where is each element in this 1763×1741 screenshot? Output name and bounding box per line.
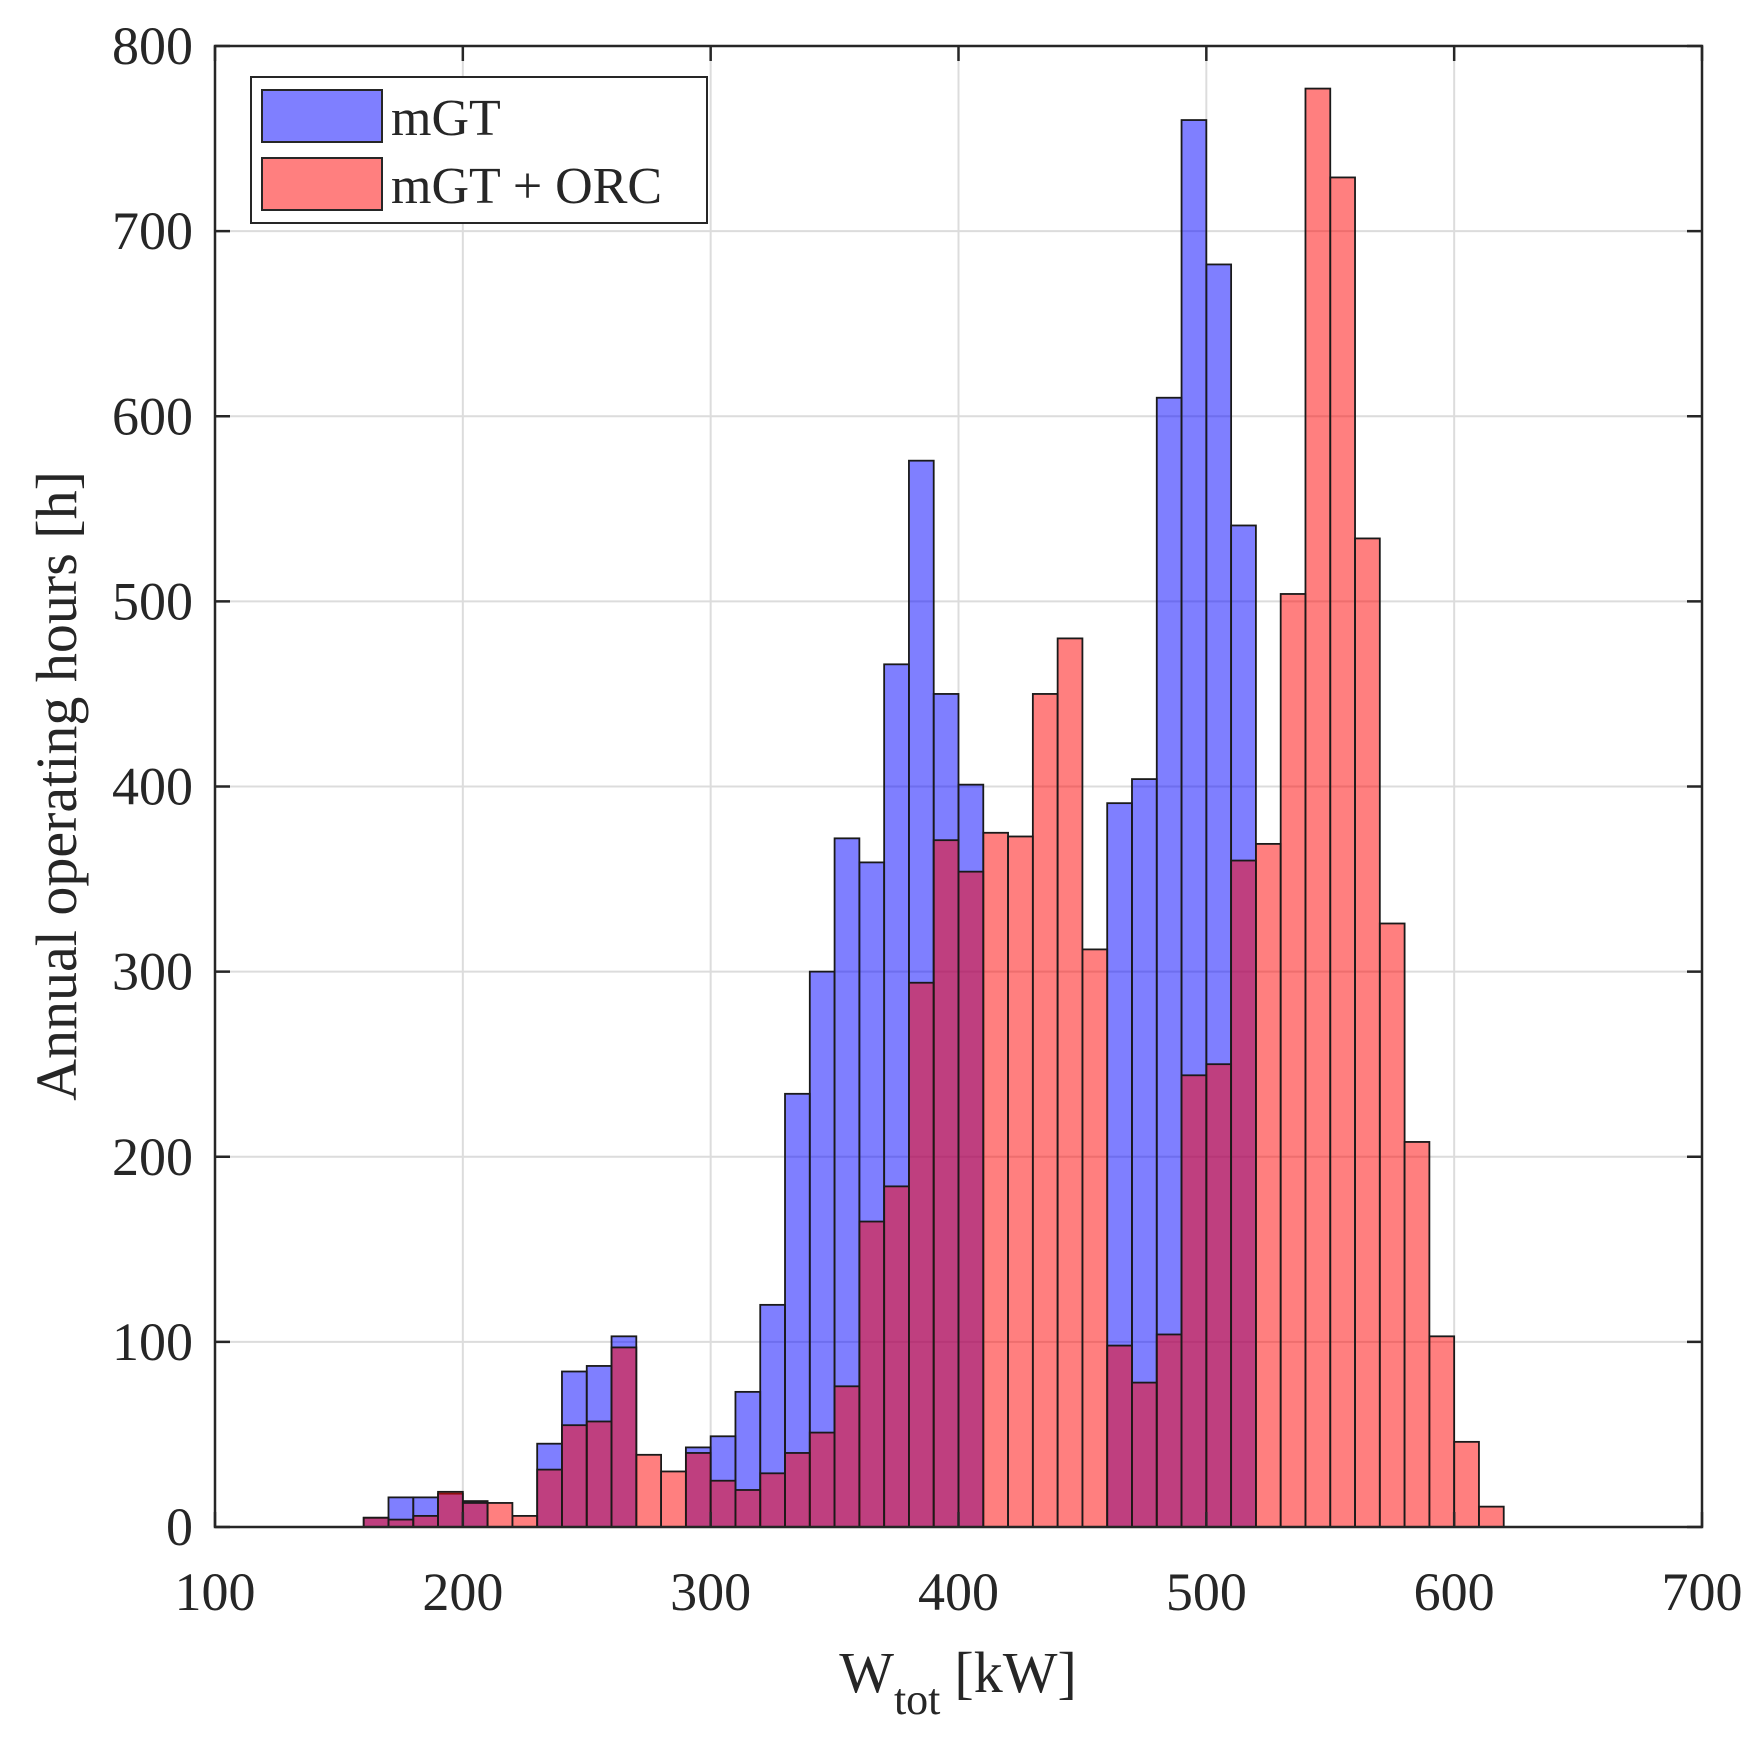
bar-mgt-orc (511, 1514, 539, 1528)
y-tick-label: 600 (112, 386, 193, 446)
bar-mgt-orc (1255, 842, 1282, 1528)
bar-mgt-orc (883, 1185, 910, 1528)
x-axis-title-main: W (839, 1640, 894, 1705)
legend: mGT mGT + ORC (250, 76, 708, 224)
x-tick-label: 300 (670, 1562, 751, 1622)
bar-mgt-orc (1031, 693, 1059, 1528)
bar-mgt-orc (1304, 87, 1332, 1528)
legend-swatch-mgt-orc (261, 157, 383, 211)
bar-mgt-orc (1428, 1335, 1456, 1528)
bar-mgt-orc (908, 981, 935, 1528)
y-tick-label: 400 (112, 757, 193, 817)
y-tick-label: 500 (112, 571, 193, 631)
y-tick-label: 700 (112, 201, 193, 261)
legend-label-mgt: mGT (391, 90, 501, 147)
bar-mgt-orc (1354, 537, 1381, 1528)
y-tick-label: 100 (112, 1312, 193, 1372)
bar-mgt-orc (1180, 1074, 1208, 1528)
y-tick-labels: 0 100 200 300 400 500 600 700 800 (112, 16, 193, 1557)
y-tick-label: 0 (166, 1497, 193, 1557)
bar-mgt-orc (734, 1489, 762, 1528)
bar-mgt-orc (1056, 637, 1084, 1528)
bar-mgt-orc (808, 1431, 836, 1528)
x-tick-labels: 100 200 300 400 500 600 700 (175, 1562, 1743, 1622)
bar-mgt-orc (684, 1452, 712, 1528)
bar-mgt-orc (412, 1514, 439, 1528)
x-tick-label: 700 (1662, 1562, 1743, 1622)
y-axis-title: Annual operating hours [h] (24, 471, 89, 1101)
x-tick-label: 100 (175, 1562, 256, 1622)
bar-mgt-orc (610, 1346, 638, 1528)
bar-mgt-orc (1007, 835, 1034, 1528)
bar-mgt-orc (486, 1502, 514, 1528)
x-tick-label: 600 (1414, 1562, 1495, 1622)
bar-mgt-orc (833, 1385, 861, 1528)
bar-mgt-orc (1403, 1141, 1431, 1528)
x-axis-title-unit: [kW] (954, 1640, 1076, 1705)
bar-mgt-orc (437, 1490, 464, 1528)
bar-mgt-orc (635, 1453, 662, 1528)
axis-ticks (213, 44, 1704, 1529)
bar-mgt-orc (1081, 948, 1109, 1528)
bar-mgt-orc (858, 1220, 886, 1528)
bar-mgt-orc (1230, 859, 1257, 1528)
bar-mgt-orc (759, 1472, 786, 1528)
bar-mgt-orc (709, 1479, 737, 1528)
bar-mgt-orc (1279, 593, 1307, 1528)
bar-mgt-orc (1453, 1440, 1480, 1528)
x-tick-label: 500 (1166, 1562, 1247, 1622)
x-tick-label: 400 (918, 1562, 999, 1622)
bar-mgt-orc (1329, 176, 1356, 1528)
bar-mgt-orc (1131, 1381, 1158, 1528)
bar-mgt-orc (1478, 1505, 1505, 1528)
bar-mgt-orc (1155, 1333, 1183, 1528)
bar-mgt-orc (982, 831, 1009, 1528)
bar-mgt-orc (585, 1420, 613, 1528)
legend-label-mgt-orc: mGT + ORC (391, 158, 662, 215)
bar-mgt-orc (784, 1452, 811, 1528)
bar-mgt-orc (1378, 922, 1406, 1528)
series-mgt-orc-bars (362, 87, 1505, 1528)
y-tick-label: 200 (112, 1127, 193, 1187)
y-tick-label: 300 (112, 942, 193, 1002)
x-axis-title: Wtot [kW] (839, 1640, 1077, 1724)
bar-mgt-orc (1205, 1063, 1233, 1528)
bar-mgt-orc (957, 870, 985, 1528)
bar-mgt-orc (1106, 1344, 1133, 1528)
x-axis-title-subscript: tot (894, 1675, 940, 1724)
bar-mgt-orc (561, 1424, 588, 1528)
bar-mgt-orc (932, 839, 960, 1528)
bar-mgt-orc (461, 1502, 489, 1528)
bar-mgt-orc (362, 1516, 390, 1528)
bar-mgt-orc (536, 1468, 563, 1528)
y-tick-label: 800 (112, 16, 193, 76)
bar-mgt-orc (660, 1470, 687, 1528)
legend-swatch-mgt (261, 89, 383, 143)
x-tick-label: 200 (422, 1562, 503, 1622)
